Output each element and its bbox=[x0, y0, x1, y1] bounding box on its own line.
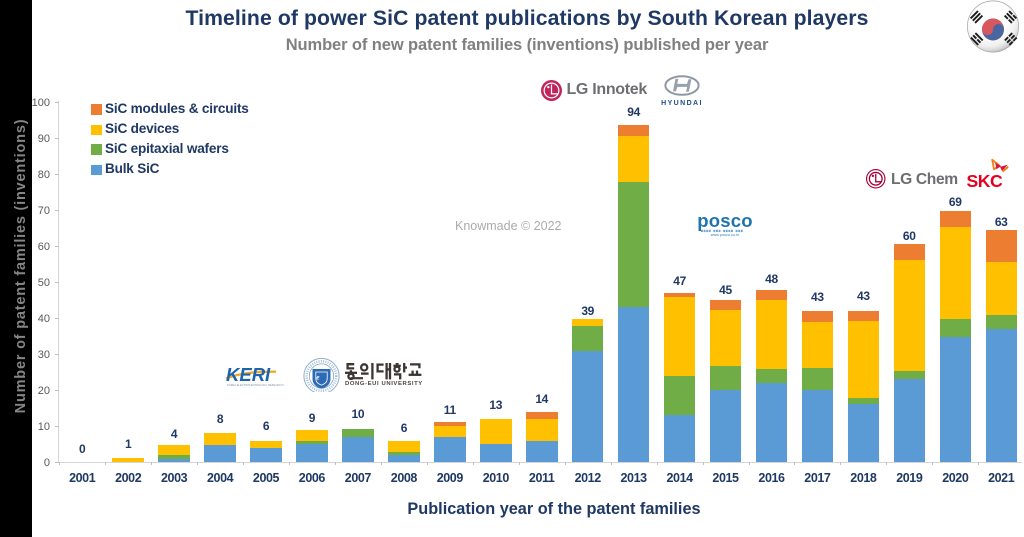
svg-text:e: e bbox=[316, 373, 320, 382]
svg-text:KOREA ELECTROTECHNOLOGY RESEAR: KOREA ELECTROTECHNOLOGY RESEARCH INSTITU… bbox=[227, 384, 284, 387]
svg-text:KERI: KERI bbox=[226, 364, 271, 385]
